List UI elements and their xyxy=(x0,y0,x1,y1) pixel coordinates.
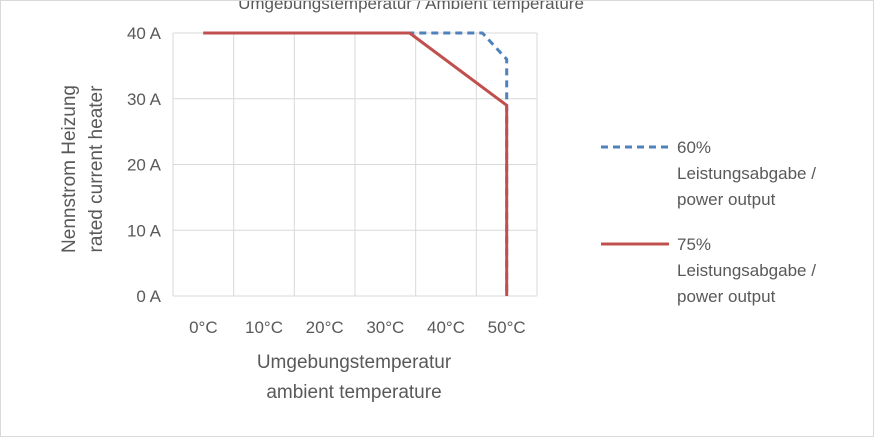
x-tick-label: 10°C xyxy=(245,318,283,337)
y-axis-ticks: 0 A 10 A 20 A 30 A 40 A xyxy=(127,24,162,306)
legend-label: 60% xyxy=(677,138,711,157)
x-axis-title: Umgebungstemperatur ambient temperature xyxy=(257,352,452,403)
y-tick-label: 30 A xyxy=(127,90,162,109)
y-tick-label: 10 A xyxy=(127,221,162,240)
x-tick-label: 50°C xyxy=(488,318,526,337)
x-tick-label: 0°C xyxy=(189,318,218,337)
x-axis-title-line-2: ambient temperature xyxy=(266,382,441,403)
legend: 60% Leistungsabgabe / power output 75% Leist… xyxy=(601,138,816,306)
x-axis-title-line-1: Umgebungstemperatur xyxy=(257,352,452,373)
y-tick-label: 20 A xyxy=(127,156,162,175)
y-tick-label: 40 A xyxy=(127,24,162,43)
series-line-75-percent xyxy=(203,31,509,296)
plot-series xyxy=(203,31,509,296)
x-tick-label: 20°C xyxy=(306,318,344,337)
y-axis-title: Nennstrom Heizung rated current heater xyxy=(59,85,107,253)
x-tick-label: 30°C xyxy=(366,318,404,337)
legend-label: Leistungsabgabe / xyxy=(677,261,816,280)
x-axis-ticks: 0°C 10°C 20°C 30°C 40°C 50°C xyxy=(189,318,526,337)
legend-label: power output xyxy=(677,287,776,306)
plot-gridlines xyxy=(172,32,538,297)
y-tick-label: 0 A xyxy=(136,287,161,306)
legend-label: 75% xyxy=(677,235,711,254)
x-tick-label: 40°C xyxy=(427,318,465,337)
y-axis-title-line-1: Nennstrom Heizung xyxy=(59,85,80,253)
series-line-60-percent xyxy=(203,31,509,296)
legend-label: Leistungsabgabe / xyxy=(677,164,816,183)
legend-label: power output xyxy=(677,190,776,209)
y-axis-title-line-2: rated current heater xyxy=(86,85,107,253)
chart-title-fragment: Umgebungstemperatur / Ambient temperatur… xyxy=(238,1,584,13)
